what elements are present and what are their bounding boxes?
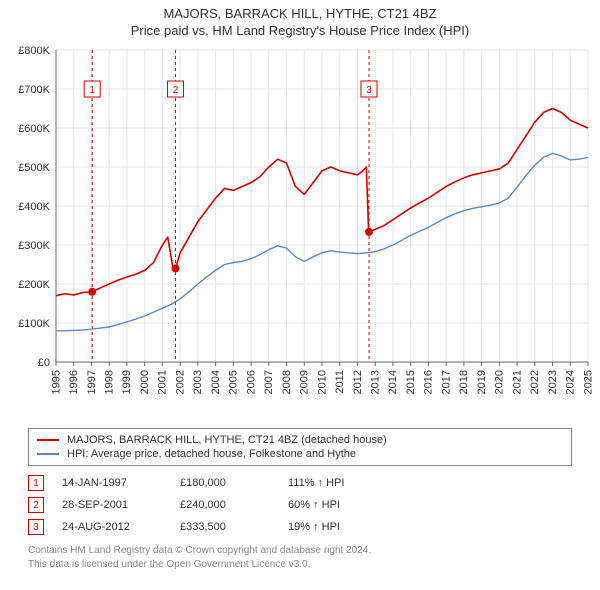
xtick-label: 2024	[565, 370, 577, 394]
xtick-label: 2014	[387, 370, 399, 394]
event-price: £333,500	[180, 521, 270, 533]
xtick-label: 2008	[281, 370, 293, 394]
xtick-label: 2013	[370, 370, 382, 394]
ytick-label: £300K	[18, 240, 50, 252]
event-price: £180,000	[180, 477, 270, 489]
footnote: Contains HM Land Registry data © Crown c…	[28, 544, 572, 571]
xtick-label: 2019	[476, 370, 488, 394]
legend-row: MAJORS, BARRACK HILL, HYTHE, CT21 4BZ (d…	[37, 433, 563, 447]
ytick-label: £600K	[18, 123, 50, 135]
ytick-label: £0	[38, 357, 50, 369]
xtick-label: 2020	[494, 370, 506, 394]
xtick-label: 2001	[157, 370, 169, 394]
event-date: 28-SEP-2001	[62, 499, 162, 511]
xtick-label: 1995	[50, 370, 62, 394]
event-marker-number: 1	[89, 85, 95, 96]
event-row: 2 28-SEP-2001 £240,000 60% ↑ HPI	[28, 494, 572, 516]
xtick-label: 2000	[139, 370, 151, 394]
legend: MAJORS, BARRACK HILL, HYTHE, CT21 4BZ (d…	[28, 428, 572, 466]
xtick-label: 2015	[405, 370, 417, 394]
legend-label: HPI: Average price, detached house, Folk…	[67, 448, 356, 460]
footnote-line1: Contains HM Land Registry data © Crown c…	[28, 544, 572, 558]
xtick-label: 2025	[582, 370, 594, 394]
xtick-label: 1996	[68, 370, 80, 394]
xtick-label: 2006	[245, 370, 257, 394]
xtick-label: 2016	[423, 370, 435, 394]
event-delta: 19% ↑ HPI	[288, 521, 378, 533]
ytick-label: £800K	[18, 45, 50, 57]
xtick-label: 2009	[299, 370, 311, 394]
xtick-label: 1998	[103, 370, 115, 394]
ytick-label: £400K	[18, 201, 50, 213]
event-date: 24-AUG-2012	[62, 521, 162, 533]
legend-row: HPI: Average price, detached house, Folk…	[37, 447, 563, 461]
xtick-label: 2021	[511, 370, 523, 394]
legend-swatch	[37, 439, 59, 441]
xtick-label: 2012	[352, 370, 364, 394]
chart-title-subtitle: Price paid vs. HM Land Registry's House …	[0, 21, 600, 42]
xtick-label: 2011	[334, 370, 346, 394]
event-marker: 3	[28, 519, 44, 535]
legend-label: MAJORS, BARRACK HILL, HYTHE, CT21 4BZ (d…	[67, 434, 387, 446]
event-price: £240,000	[180, 499, 270, 511]
events-table: 1 14-JAN-1997 £180,000 111% ↑ HPI 2 28-SEP-20…	[28, 472, 572, 538]
ytick-label: £200K	[18, 279, 50, 291]
event-date: 14-JAN-1997	[62, 477, 162, 489]
xtick-label: 2004	[210, 370, 222, 394]
xtick-label: 2023	[547, 370, 559, 394]
event-delta: 111% ↑ HPI	[288, 477, 378, 489]
xtick-label: 2010	[316, 370, 328, 394]
xtick-label: 2007	[263, 370, 275, 394]
ytick-label: £700K	[18, 84, 50, 96]
chart: £0 £100K £200K £300K £400K £500K £600K £700K £80…	[0, 42, 600, 422]
legend-swatch	[37, 453, 59, 455]
xtick-label: 2002	[174, 370, 186, 394]
event-marker: 2	[28, 497, 44, 513]
event-row: 1 14-JAN-1997 £180,000 111% ↑ HPI	[28, 472, 572, 494]
footnote-line2: This data is licensed under the Open Gov…	[28, 558, 572, 572]
xtick-label: 1997	[86, 370, 98, 394]
xtick-label: 2018	[458, 370, 470, 394]
event-delta: 60% ↑ HPI	[288, 499, 378, 511]
xtick-label: 2022	[529, 370, 541, 394]
xtick-label: 1999	[121, 370, 133, 394]
page-container: MAJORS, BARRACK HILL, HYTHE, CT21 4BZ Pr…	[0, 0, 600, 571]
event-marker-number: 2	[173, 85, 179, 96]
xtick-label: 2017	[440, 370, 452, 394]
event-marker-number: 3	[366, 85, 372, 96]
chart-titles: MAJORS, BARRACK HILL, HYTHE, CT21 4BZ Pr…	[0, 0, 600, 42]
xtick-label: 2003	[192, 370, 204, 394]
ytick-label: £500K	[18, 162, 50, 174]
event-marker: 1	[28, 475, 44, 491]
event-row: 3 24-AUG-2012 £333,500 19% ↑ HPI	[28, 516, 572, 538]
ytick-label: £100K	[18, 318, 50, 330]
chart-title-address: MAJORS, BARRACK HILL, HYTHE, CT21 4BZ	[0, 6, 600, 21]
xtick-label: 2005	[228, 370, 240, 394]
